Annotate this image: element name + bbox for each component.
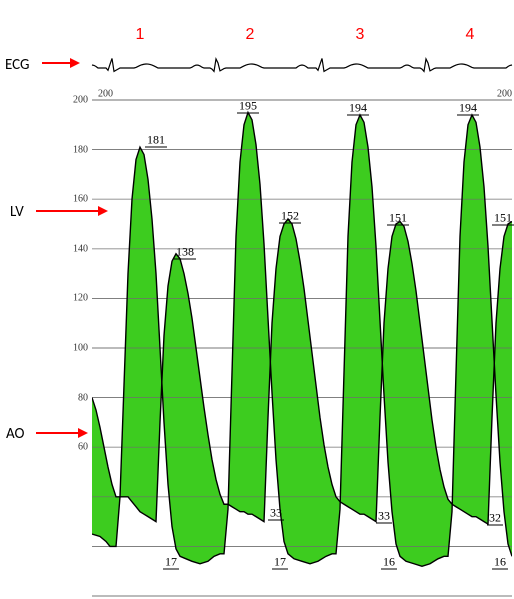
value-label: 151 — [492, 211, 514, 226]
value-label: 152 — [279, 209, 301, 224]
lv-ao-gradient-fill — [92, 112, 512, 566]
lv-label: LV — [10, 203, 24, 221]
beat-number-3: 3 — [356, 26, 365, 44]
ytick-160: 160 — [64, 194, 88, 205]
value-label: 16 — [492, 555, 508, 570]
value-label: 17 — [272, 555, 288, 570]
value-label: 17 — [163, 555, 179, 570]
chart-root: 1 2 3 4 ECG LV AO 200 200 80 181 195 194 19… — [0, 0, 514, 599]
value-label: 194 — [457, 101, 479, 116]
value-label: 181 — [145, 133, 167, 148]
value-label: 195 — [237, 99, 259, 114]
beat-number-2: 2 — [246, 26, 255, 44]
value-label: 16 — [381, 555, 397, 570]
ecg-trace — [92, 58, 512, 71]
ytick-100: 100 — [64, 343, 88, 354]
value-label: 151 — [387, 211, 409, 226]
ytick-200: 200 — [64, 95, 88, 106]
value-label: 138 — [174, 245, 196, 260]
value-label: 33 — [376, 509, 392, 524]
ytick-200-right: 200 — [497, 89, 512, 100]
ytick-140: 140 — [64, 243, 88, 254]
ytick-200-left: 200 — [98, 89, 113, 100]
ao-label: AO — [6, 425, 24, 443]
ytick-180: 180 — [64, 144, 88, 155]
beat-number-4: 4 — [466, 26, 475, 44]
value-label: 32 — [487, 511, 503, 526]
value-label: 33 — [268, 506, 284, 521]
beat-number-1: 1 — [136, 26, 145, 44]
value-label: 194 — [347, 101, 369, 116]
ytick-120: 120 — [64, 293, 88, 304]
ytick-80-initial: 80 — [64, 392, 88, 403]
ytick-60: 60 — [64, 442, 88, 453]
ecg-label: ECG — [5, 56, 29, 74]
